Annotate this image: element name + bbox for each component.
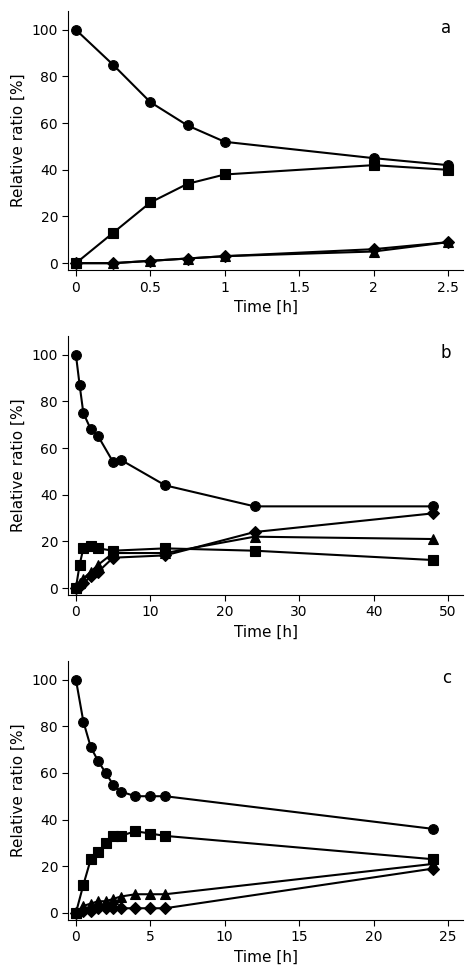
X-axis label: Time [h]: Time [h] [234, 625, 298, 640]
Y-axis label: Relative ratio [%]: Relative ratio [%] [11, 74, 26, 208]
X-axis label: Time [h]: Time [h] [234, 301, 298, 315]
Y-axis label: Relative ratio [%]: Relative ratio [%] [11, 723, 26, 857]
Text: c: c [442, 669, 451, 687]
Y-axis label: Relative ratio [%]: Relative ratio [%] [11, 399, 26, 532]
X-axis label: Time [h]: Time [h] [234, 950, 298, 965]
Text: a: a [441, 19, 451, 37]
Text: b: b [440, 344, 451, 362]
